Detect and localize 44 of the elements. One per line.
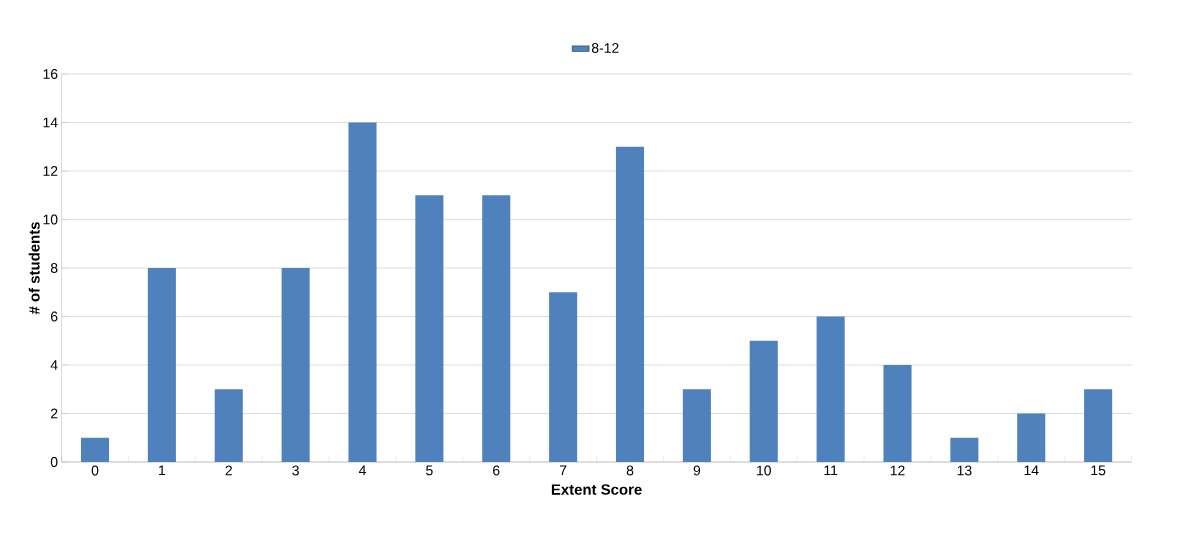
bar: [883, 365, 912, 462]
bar: [950, 437, 979, 462]
bar: [482, 195, 511, 462]
y-tick-label: 0: [50, 457, 58, 467]
y-tick-label: 12: [43, 166, 58, 176]
bar: [214, 389, 243, 462]
x-tick-label: 0: [91, 465, 99, 476]
bar: [415, 195, 444, 462]
y-tick-label: 6: [50, 311, 58, 322]
bar: [615, 146, 645, 462]
y-tick-label: 16: [43, 69, 58, 79]
x-tick-label: 12: [890, 465, 905, 476]
x-tick-label: 3: [292, 465, 299, 476]
x-tick-label: 7: [559, 465, 567, 476]
bar: [682, 389, 711, 462]
bar: [80, 437, 110, 462]
y-axis-title: # of students: [28, 222, 40, 315]
x-axis-title: Extent Score: [551, 484, 642, 495]
legend-label: 8-12: [591, 43, 619, 53]
y-tick-label: 2: [50, 408, 58, 419]
x-tick-label: 10: [757, 465, 771, 476]
bar: [1084, 389, 1113, 462]
x-tick-label: 1: [159, 465, 166, 476]
bar: [549, 292, 578, 462]
x-tick-label: 15: [1091, 465, 1106, 476]
bar: [281, 268, 310, 462]
x-tick-label: 13: [957, 465, 972, 476]
bar: [1017, 413, 1046, 462]
bar: [749, 340, 778, 462]
x-tick-label: 11: [824, 465, 838, 476]
x-tick-label: 4: [358, 465, 366, 476]
x-tick-label: 14: [1024, 465, 1039, 476]
bar: [147, 268, 176, 462]
bar: [816, 316, 845, 462]
y-tick-label: 10: [43, 214, 58, 225]
y-tick-label: 14: [43, 117, 58, 128]
x-tick-label: 5: [426, 465, 433, 476]
x-tick-label: 9: [693, 465, 701, 476]
x-tick-label: 8: [626, 465, 634, 476]
y-tick-label: 4: [50, 360, 58, 370]
bar: [348, 122, 377, 462]
x-tick-label: 6: [493, 465, 500, 476]
x-tick-label: 2: [225, 465, 232, 476]
y-tick-label: 8: [50, 263, 58, 273]
